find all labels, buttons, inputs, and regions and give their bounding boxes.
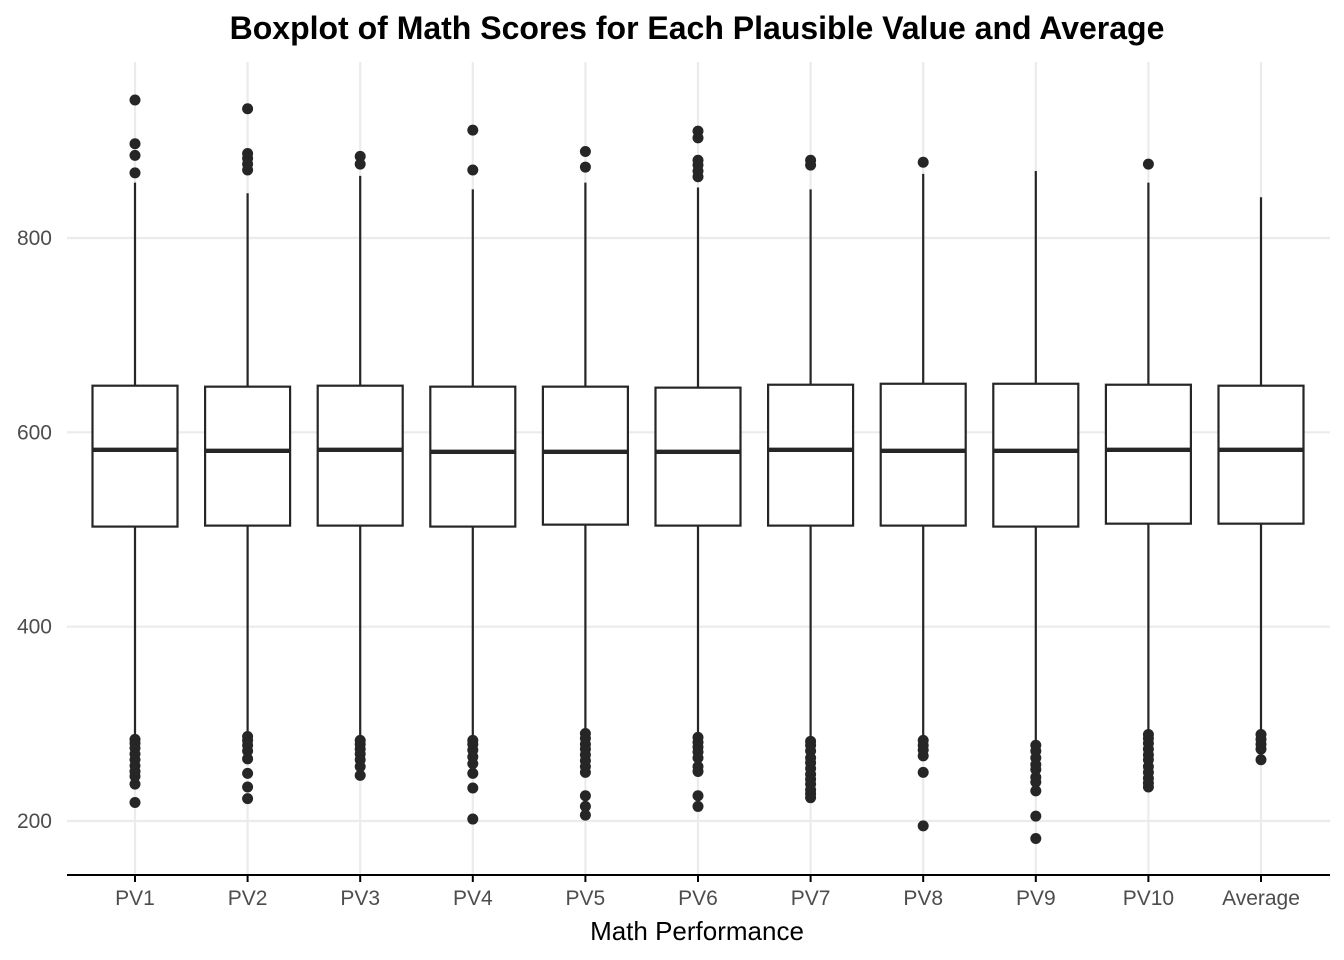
box-pv4 — [429, 124, 517, 825]
outlier-point-pv8-0 — [917, 156, 929, 168]
outlier-point-pv9-4 — [1030, 764, 1042, 776]
outlier-point-pv1-3 — [129, 167, 141, 179]
outlier-point-pv1-1 — [129, 138, 141, 150]
box-pv3 — [316, 150, 404, 781]
outlier-point-pv2-10 — [242, 767, 254, 779]
outlier-point-pv1-2 — [129, 149, 141, 161]
outlier-point-pv9-7 — [1030, 785, 1042, 797]
outlier-point-pv3-1 — [354, 158, 366, 170]
iqr-box-pv5 — [541, 385, 630, 526]
outlier-point-pv4-1 — [467, 164, 479, 176]
chart-title: Boxplot of Math Scores for Each Plausibl… — [230, 10, 1165, 46]
iqr-box-average — [1217, 384, 1305, 525]
box-pv2 — [204, 103, 292, 805]
x-tick-label-pv1: PV1 — [115, 887, 155, 910]
box-series — [91, 94, 1305, 844]
y-tick-label-400: 400 — [17, 616, 52, 639]
outlier-point-pv7-1 — [805, 159, 817, 171]
outlier-point-pv8-5 — [917, 766, 929, 778]
outlier-point-pv6-1 — [692, 132, 704, 144]
x-tick-label-pv3: PV3 — [340, 887, 380, 910]
outlier-point-pv9-6 — [1030, 776, 1042, 788]
outlier-point-pv1-12 — [129, 778, 141, 790]
outlier-point-pv2-9 — [242, 753, 254, 765]
x-tick-label-pv6: PV6 — [678, 887, 718, 910]
outlier-point-pv2-8 — [242, 745, 254, 757]
outlier-point-pv3-0 — [354, 150, 366, 162]
outlier-point-pv6-5 — [692, 171, 704, 183]
iqr-box-pv9 — [992, 382, 1080, 528]
box-pv6 — [654, 125, 742, 812]
iqr-box-pv2 — [204, 385, 292, 527]
x-tick-label-pv9: PV9 — [1016, 887, 1056, 910]
outlier-point-pv8-6 — [917, 820, 929, 832]
outlier-point-pv1-0 — [129, 94, 141, 106]
outlier-point-pv1-13 — [129, 797, 141, 809]
outlier-point-pv4-8 — [467, 782, 479, 794]
box-pv7 — [766, 154, 855, 804]
x-axis-label: Math Performance — [590, 916, 804, 946]
iqr-box-pv7 — [766, 383, 855, 527]
x-axis-ticks: PV1 PV2 PV3 PV4 PV5 PV6 PV7 PV8 PV9 PV10 Average — [115, 875, 1300, 910]
outlier-point-pv2-4 — [242, 164, 254, 176]
outlier-point-average-4 — [1255, 754, 1267, 766]
outlier-point-pv9-9 — [1030, 832, 1042, 844]
x-tick-label-pv5: PV5 — [566, 887, 606, 910]
outlier-point-pv2-12 — [242, 793, 254, 805]
outlier-point-pv4-0 — [467, 124, 479, 136]
outlier-point-pv9-8 — [1030, 810, 1042, 822]
y-axis-ticks: 200 400 600 800 — [17, 227, 52, 833]
outlier-point-pv4-9 — [467, 813, 479, 825]
outlier-point-pv5-1 — [579, 161, 591, 173]
box-pv1 — [91, 94, 179, 809]
y-tick-label-600: 600 — [17, 421, 52, 444]
outlier-point-pv6-13 — [692, 790, 704, 802]
iqr-box-pv3 — [316, 384, 404, 527]
outlier-point-pv2-11 — [242, 781, 254, 793]
box-average — [1217, 197, 1305, 766]
outlier-point-pv5-12 — [579, 809, 591, 821]
outlier-point-pv5-9 — [579, 766, 591, 778]
x-tick-label-pv7: PV7 — [791, 887, 831, 910]
outlier-point-pv8-4 — [917, 750, 929, 762]
outlier-point-pv2-0 — [242, 103, 254, 115]
outlier-point-pv6-12 — [692, 765, 704, 777]
outlier-point-pv5-11 — [579, 800, 591, 812]
outlier-point-pv4-7 — [467, 767, 479, 779]
iqr-box-pv1 — [91, 384, 179, 528]
x-tick-label-average: Average — [1222, 887, 1300, 910]
outlier-point-pv7-13 — [805, 792, 817, 804]
iqr-box-pv6 — [654, 386, 742, 527]
outlier-point-pv1-11 — [129, 770, 141, 782]
outlier-point-pv10-11 — [1142, 781, 1154, 793]
x-tick-label-pv2: PV2 — [228, 887, 268, 910]
box-pv5 — [541, 146, 630, 821]
outlier-point-pv10-0 — [1142, 158, 1154, 170]
outlier-point-pv4-6 — [467, 758, 479, 770]
y-tick-label-800: 800 — [17, 227, 52, 250]
outlier-point-pv3-7 — [354, 761, 366, 773]
x-tick-label-pv4: PV4 — [453, 887, 493, 910]
outlier-point-pv5-10 — [579, 790, 591, 802]
outlier-point-pv6-10 — [692, 752, 704, 764]
outlier-point-pv6-14 — [692, 800, 704, 812]
x-tick-label-pv8: PV8 — [903, 887, 943, 910]
outlier-point-pv3-8 — [354, 769, 366, 781]
iqr-box-pv4 — [429, 385, 517, 528]
iqr-box-pv10 — [1104, 383, 1193, 525]
iqr-box-pv8 — [879, 382, 967, 527]
box-pv10 — [1104, 158, 1193, 793]
y-tick-label-200: 200 — [17, 810, 52, 833]
x-tick-label-pv10: PV10 — [1123, 887, 1174, 910]
box-pv9 — [992, 170, 1080, 844]
box-pv8 — [879, 156, 967, 832]
outlier-point-pv5-0 — [579, 146, 591, 158]
outlier-point-average-3 — [1255, 743, 1267, 755]
